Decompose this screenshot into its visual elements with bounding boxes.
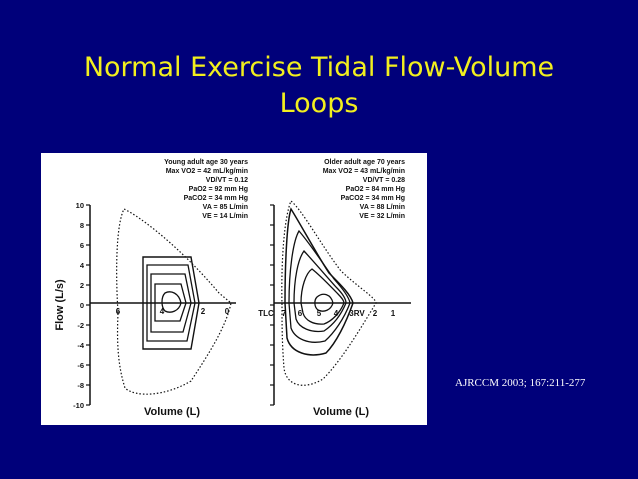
older-x-tick: 2 [373, 309, 378, 318]
young-loop-2 [146, 264, 196, 342]
older-x-tick: 5 [317, 309, 322, 318]
y-tick-label: 10 [76, 201, 84, 210]
older-stat-line: VD/VT = 0.28 [363, 177, 405, 184]
older-stat-line: PaCO2 = 34 mm Hg [341, 195, 405, 202]
young-x-tick: 0 [225, 307, 230, 316]
young-max-envelope [116, 208, 232, 395]
older-loop-rest [314, 293, 334, 312]
older-loop-3 [293, 249, 347, 333]
young-stat-line: PaCO2 = 34 mm Hg [184, 195, 248, 202]
older-x-tick: 7 [282, 309, 287, 318]
young-stat-line: Max VO2 = 42 mL/kg/min [166, 168, 248, 175]
slide-title-line-2: Loops [279, 88, 359, 119]
y-axis-label: Flow (L/s) [54, 279, 66, 331]
y-tick-label: 0 [80, 301, 84, 310]
y-tick-label: -4 [77, 341, 84, 350]
older-x-tick: 1 [391, 309, 396, 318]
y-tick-label: 6 [80, 241, 84, 250]
slide-title: Normal Exercise Tidal Flow-Volume Loops [0, 50, 638, 122]
older-stat-line: VA = 88 L/min [360, 204, 405, 211]
y-tick-label: 8 [80, 221, 84, 230]
young-loop-4 [154, 283, 187, 322]
older-loops [281, 200, 377, 386]
older-x-ticks: TLC 7 6 5 4 3RV 2 1 [258, 309, 396, 318]
y-tick-label: -10 [73, 401, 84, 410]
older-x-axis-label: Volume (L) [313, 406, 369, 418]
flow-volume-figure: Flow (L/s) 10 8 6 4 2 0 -2 -4 -6 -8 -10 Young adul… [41, 153, 427, 425]
young-stat-line: VA = 85 L/min [203, 204, 248, 211]
older-max-envelope [281, 200, 377, 386]
young-stat-line: Young adult age 30 years [164, 159, 248, 166]
young-stat-line: PaO2 = 92 mm Hg [189, 186, 248, 193]
y-tick-label: 2 [80, 281, 84, 290]
young-x-tick: 4 [160, 307, 165, 316]
y-tick-label: -6 [77, 361, 84, 370]
older-x-tick: 6 [298, 309, 303, 318]
young-loops [116, 208, 232, 395]
young-x-tick: 2 [201, 307, 206, 316]
young-x-ticks: 6 4 2 0 [116, 307, 230, 316]
older-x-tick: 3RV [349, 309, 365, 318]
young-x-axis-label: Volume (L) [144, 406, 200, 418]
older-loop-1 [284, 207, 354, 356]
y-tick-label: 4 [80, 261, 85, 270]
older-x-tick: TLC [258, 309, 274, 318]
older-stat-line: PaO2 = 84 mm Hg [346, 186, 405, 193]
y-tick-label: -2 [77, 321, 84, 330]
young-loop-rest [161, 291, 182, 313]
y-tick-label: -8 [77, 381, 84, 390]
slide-title-line-1: Normal Exercise Tidal Flow-Volume [83, 52, 555, 83]
older-loop-4 [300, 268, 345, 325]
young-loop-3 [150, 273, 192, 333]
young-loop-1 [142, 256, 200, 350]
older-stat-line: Older adult age 70 years [324, 159, 405, 166]
young-stat-line: VD/VT = 0.12 [206, 177, 248, 184]
young-x-tick: 6 [116, 307, 121, 316]
older-stat-line: VE = 32 L/min [359, 213, 405, 220]
older-loop-2 [288, 229, 351, 343]
older-stats-block: Older adult age 70 years Max VO2 = 43 mL… [323, 159, 405, 220]
older-stat-line: Max VO2 = 43 mL/kg/min [323, 168, 405, 175]
young-stats-block: Young adult age 30 years Max VO2 = 42 mL… [164, 159, 248, 220]
citation: AJRCCM 2003; 167:211-277 [455, 377, 586, 389]
young-stat-line: VE = 14 L/min [202, 213, 248, 220]
older-x-tick: 4 [334, 309, 339, 318]
